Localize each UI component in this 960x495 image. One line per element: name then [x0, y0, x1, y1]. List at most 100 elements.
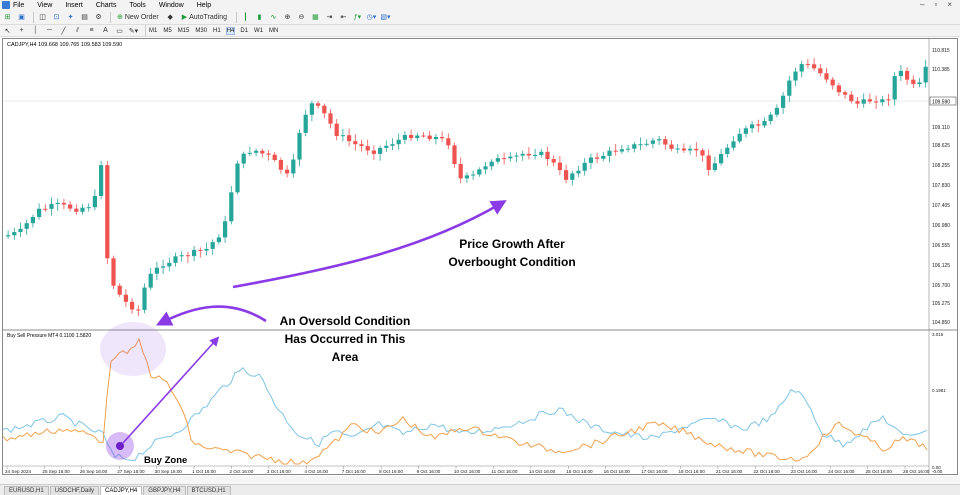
- autotrading-button[interactable]: ▶ AutoTrading: [179, 12, 230, 23]
- candle-body: [886, 99, 891, 101]
- candle-body: [30, 217, 35, 224]
- trendline-icon[interactable]: ╱: [61, 27, 66, 35]
- tab-usdchf-daily[interactable]: USDCHF,Daily: [49, 486, 100, 495]
- timeframe-h4[interactable]: H4: [225, 26, 236, 35]
- menu-charts[interactable]: Charts: [95, 1, 117, 9]
- price-axis-label: 106.125: [932, 263, 950, 269]
- time-axis-label: 24 Oct 16:00: [828, 469, 855, 474]
- candle-body: [601, 155, 606, 159]
- candle-body: [514, 155, 519, 157]
- text-icon[interactable]: A: [103, 27, 108, 34]
- oversold-annotation-line1: An Oversold Condition: [280, 314, 411, 328]
- bar-chart-icon[interactable]: ┃: [243, 14, 248, 21]
- candle-body: [613, 150, 618, 152]
- timeframe-h1[interactable]: H1: [213, 27, 221, 34]
- templates-icon[interactable]: ▧▾: [380, 14, 391, 21]
- indicators-icon[interactable]: ƒ▾: [353, 14, 362, 21]
- candle-body: [626, 148, 631, 150]
- chart-window[interactable]: CADJPY,H4 109.668 109.765 109.583 109.59…: [2, 38, 958, 475]
- menu-window[interactable]: Window: [158, 1, 184, 9]
- tester-icon[interactable]: ⚙: [95, 14, 102, 21]
- profiles-icon[interactable]: ▣: [18, 14, 25, 21]
- candlestick-icon[interactable]: ▮: [257, 14, 262, 21]
- menu-help[interactable]: Help: [196, 1, 212, 9]
- data-window-icon[interactable]: ⊡: [53, 14, 60, 21]
- candle-body: [694, 148, 699, 151]
- candle-body: [216, 237, 221, 243]
- periods-icon[interactable]: ◷▾: [366, 14, 377, 21]
- window-controls: – ▫ ×: [920, 0, 952, 9]
- autoscroll-icon[interactable]: ⇥: [326, 14, 333, 21]
- candle-body: [706, 155, 711, 170]
- menu-bar: File View Insert Charts Tools Window Hel…: [0, 0, 960, 10]
- autotrading-icon: ▶: [181, 14, 188, 21]
- timeframe-m15[interactable]: M15: [177, 27, 190, 34]
- candle-body: [867, 99, 872, 102]
- candle-body: [247, 152, 252, 154]
- candle-body: [309, 103, 314, 115]
- timeframe-d1[interactable]: D1: [240, 27, 249, 34]
- chart-shift-icon[interactable]: ⇤: [340, 14, 347, 21]
- minimize-icon[interactable]: –: [920, 0, 925, 9]
- candle-body: [595, 157, 600, 159]
- candle-body: [340, 135, 345, 137]
- channel-icon[interactable]: ⫽: [75, 26, 80, 34]
- metaeditor-icon[interactable]: ◆: [167, 14, 173, 21]
- candle-body: [390, 144, 395, 146]
- menu-tools[interactable]: Tools: [129, 1, 146, 9]
- candle-body: [830, 79, 835, 86]
- indicator-axis-label: 0.00: [932, 465, 941, 470]
- zoom-in-icon[interactable]: ⊕: [284, 14, 291, 21]
- close-icon[interactable]: ×: [947, 0, 952, 9]
- price-axis-label: 110.815: [932, 48, 950, 54]
- navigator-icon[interactable]: ✦: [67, 14, 74, 21]
- cursor-icon[interactable]: ↖: [4, 27, 11, 35]
- tile-windows-icon[interactable]: ▦: [312, 14, 319, 21]
- timeframe-m30[interactable]: M30: [195, 27, 208, 34]
- tab-btcusd-h1[interactable]: BTCUSD,H1: [186, 486, 231, 495]
- tab-cadjpy-h4[interactable]: CADJPY,H4: [100, 486, 143, 495]
- restore-icon[interactable]: ▫: [934, 0, 938, 9]
- candle-body: [688, 148, 693, 151]
- zoom-out-icon[interactable]: ⊖: [298, 14, 305, 21]
- candle-body: [210, 242, 215, 249]
- line-chart-icon[interactable]: ∿: [270, 14, 277, 21]
- candle-body: [520, 153, 525, 156]
- time-axis-label: 14 Oct 16:00: [529, 469, 556, 474]
- candle-body: [880, 99, 885, 103]
- candle-body: [464, 175, 469, 179]
- price-axis-labels: 110.815 110.385 109.110 108.625 108.255 107.8…: [932, 48, 950, 326]
- crosshair-icon[interactable]: +: [19, 27, 24, 34]
- tab-eurusd-h1[interactable]: EURUSD,H1: [4, 486, 49, 495]
- time-axis-label: 1 Oct 16:00: [192, 469, 216, 474]
- tab-gbpjpy-h4[interactable]: GBPJPY,H4: [143, 486, 186, 495]
- terminal-icon[interactable]: ▤: [81, 14, 88, 21]
- candle-body: [793, 71, 798, 81]
- shapes-icon[interactable]: ✎▾: [128, 27, 139, 35]
- new-order-button[interactable]: ⊕ New Order: [114, 12, 162, 23]
- candle-body: [570, 173, 575, 180]
- time-axis-label: 9 Oct 16:00: [417, 469, 441, 474]
- timeframe-m5[interactable]: M5: [163, 27, 172, 34]
- candle-body: [427, 135, 432, 140]
- new-chart-icon[interactable]: ⊞: [4, 14, 11, 21]
- candle-body: [303, 114, 308, 133]
- menu-view[interactable]: View: [37, 1, 53, 9]
- timeframe-mn[interactable]: MN: [269, 27, 279, 34]
- candle-body: [359, 144, 364, 147]
- horizontal-line-icon[interactable]: ─: [47, 27, 52, 34]
- market-watch-icon[interactable]: ◫: [39, 14, 46, 21]
- label-icon[interactable]: ▭: [116, 27, 123, 35]
- timeframe-w1[interactable]: W1: [254, 27, 264, 34]
- buy-zone-dot: [116, 442, 124, 450]
- price-axis-label: 105.275: [932, 301, 950, 307]
- candle-body: [18, 228, 23, 233]
- vertical-line-icon[interactable]: │: [33, 27, 38, 34]
- fibonacci-icon[interactable]: ≡: [89, 27, 94, 34]
- candle-body: [161, 266, 166, 268]
- menu-file[interactable]: File: [13, 1, 25, 9]
- menu-insert[interactable]: Insert: [65, 1, 83, 9]
- candle-body: [812, 64, 817, 69]
- chart-canvas[interactable]: CADJPY,H4 109.668 109.765 109.583 109.59…: [3, 39, 957, 474]
- timeframe-m1[interactable]: M1: [149, 27, 158, 34]
